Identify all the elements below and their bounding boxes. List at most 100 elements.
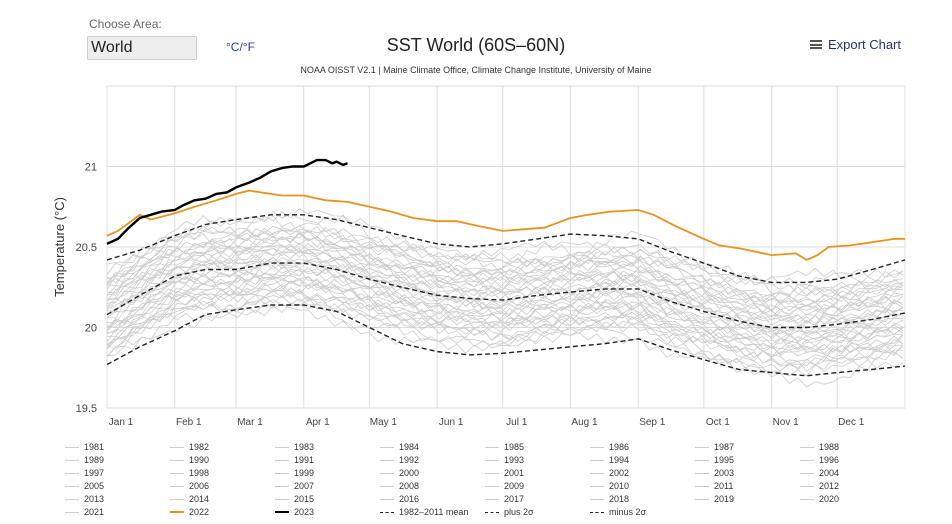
legend-item[interactable]: 1993 — [485, 455, 524, 465]
legend-label: 1994 — [609, 455, 630, 465]
series-line-1997 — [106, 273, 903, 345]
legend-item[interactable]: 2010 — [590, 481, 629, 491]
legend-item[interactable]: 2002 — [590, 468, 629, 478]
legend-swatch — [590, 446, 604, 448]
legend-label: 2001 — [504, 468, 525, 478]
y-axis-label: Temperature (°C) — [52, 197, 67, 297]
legend-item[interactable]: 1986 — [590, 442, 629, 452]
legend-label: 2000 — [399, 468, 420, 478]
legend-swatch — [275, 498, 289, 500]
legend-swatch — [695, 446, 709, 448]
legend-label: 2018 — [609, 494, 630, 504]
legend-item[interactable]: 2012 — [800, 481, 839, 491]
legend-swatch — [590, 498, 604, 500]
chart-title: SST World (60S–60N) — [386, 35, 566, 55]
unit-toggle-button[interactable]: °C/°F — [226, 40, 255, 54]
legend-item[interactable]: 2020 — [800, 494, 839, 504]
y-tick-label: 19.5 — [76, 403, 97, 415]
legend-item[interactable]: 2000 — [380, 468, 419, 478]
legend-item[interactable]: 1983 — [275, 442, 314, 452]
legend-item[interactable]: 1995 — [695, 455, 734, 465]
series-line-1995 — [106, 257, 904, 355]
legend-item[interactable]: 2015 — [275, 494, 314, 504]
legend-swatch — [170, 446, 184, 448]
legend-item[interactable]: plus 2σ — [485, 507, 534, 517]
legend-label: 2019 — [714, 494, 735, 504]
legend-label: 2015 — [294, 494, 315, 504]
legend-label: 1997 — [84, 468, 105, 478]
series-line-2002 — [106, 242, 903, 333]
legend-item[interactable]: 2022 — [170, 507, 209, 517]
legend-item[interactable]: 1992 — [380, 455, 419, 465]
series-line-2023 — [106, 158, 348, 245]
legend-item[interactable]: 2019 — [695, 494, 734, 504]
export-chart-button[interactable]: Export Chart — [810, 37, 901, 52]
legend-label: 1986 — [609, 442, 630, 452]
legend-label: plus 2σ — [504, 507, 534, 517]
y-tick-label: 20 — [85, 323, 97, 335]
legend-item[interactable]: 1985 — [485, 442, 524, 452]
legend-item[interactable]: 2004 — [800, 468, 839, 478]
legend-item[interactable]: 2016 — [380, 494, 419, 504]
legend-label: 1992 — [399, 455, 420, 465]
legend-item[interactable]: 1987 — [695, 442, 734, 452]
legend-label: 2013 — [84, 494, 105, 504]
legend-label: 1996 — [819, 455, 840, 465]
legend-item[interactable]: 2023 — [275, 507, 314, 517]
legend-label: 1987 — [714, 442, 735, 452]
legend-item[interactable]: 2021 — [65, 507, 104, 517]
legend-item[interactable]: 2008 — [380, 481, 419, 491]
legend-item[interactable]: 1991 — [275, 455, 314, 465]
legend-item[interactable]: 2011 — [695, 481, 733, 491]
legend-item[interactable]: minus 2σ — [590, 507, 646, 517]
legend-item[interactable]: 2007 — [275, 481, 314, 491]
legend-swatch — [170, 498, 184, 500]
legend-item[interactable]: 1988 — [800, 442, 839, 452]
legend-swatch — [590, 472, 604, 474]
legend-label: 2002 — [609, 468, 630, 478]
legend-item[interactable]: 2001 — [485, 468, 524, 478]
legend-label: minus 2σ — [609, 507, 647, 517]
legend-item[interactable]: 1996 — [800, 455, 839, 465]
series-line-1983 — [106, 295, 904, 366]
legend-label: 1998 — [189, 468, 210, 478]
series-line-2010 — [106, 225, 904, 325]
legend-item[interactable]: 1990 — [170, 455, 209, 465]
legend-item[interactable]: 2003 — [695, 468, 734, 478]
area-input[interactable] — [87, 36, 197, 60]
legend-swatch — [380, 485, 394, 487]
legend-swatch — [695, 472, 709, 474]
legend-swatch — [170, 459, 184, 461]
legend-item[interactable]: 1981 — [65, 442, 104, 452]
legend-item[interactable]: 1984 — [380, 442, 419, 452]
legend-swatch — [380, 511, 394, 513]
legend-label: 1989 — [84, 455, 105, 465]
legend-label: 1983 — [294, 442, 315, 452]
x-tick-label: Feb 1 — [176, 417, 202, 428]
legend-item[interactable]: 1982 — [170, 442, 209, 452]
legend-item[interactable]: 1997 — [65, 468, 104, 478]
legend-item[interactable]: 1982–2011 mean — [380, 507, 468, 517]
legend-item[interactable]: 2009 — [485, 481, 524, 491]
legend-item[interactable]: 1998 — [170, 468, 209, 478]
series-line-2022 — [106, 189, 905, 261]
legend-item[interactable]: 2013 — [65, 494, 104, 504]
x-tick-label: May 1 — [370, 417, 398, 428]
legend-swatch — [65, 511, 79, 513]
legend-swatch — [800, 459, 814, 461]
x-tick-label: Apr 1 — [306, 417, 330, 428]
legend-item[interactable]: 2018 — [590, 494, 629, 504]
legend-item[interactable]: 2014 — [170, 494, 209, 504]
legend-swatch — [380, 459, 394, 461]
legend-item[interactable]: 1994 — [590, 455, 629, 465]
legend-item[interactable]: 2006 — [170, 481, 209, 491]
legend-item[interactable]: 1999 — [275, 468, 314, 478]
x-tick-label: Oct 1 — [706, 417, 730, 428]
series-line-2005 — [106, 252, 903, 321]
legend-item[interactable]: 2005 — [65, 481, 104, 491]
legend-item[interactable]: 2017 — [485, 494, 524, 504]
legend-item[interactable]: 1989 — [65, 455, 104, 465]
legend-swatch — [800, 498, 814, 500]
legend-label: 2004 — [819, 468, 840, 478]
